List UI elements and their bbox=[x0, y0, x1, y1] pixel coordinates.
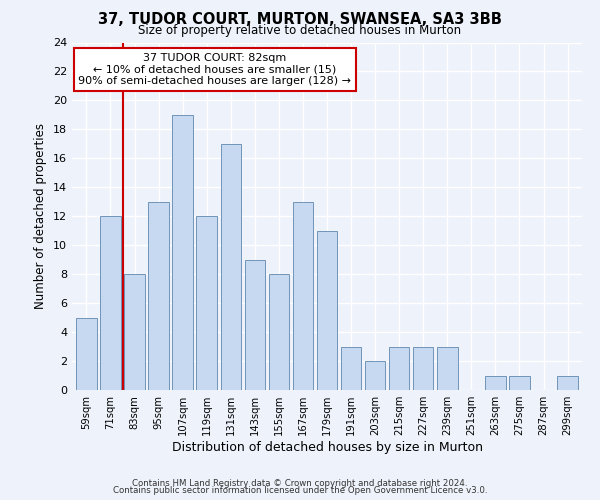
Text: Contains public sector information licensed under the Open Government Licence v3: Contains public sector information licen… bbox=[113, 486, 487, 495]
Bar bbox=[389, 346, 409, 390]
Text: Size of property relative to detached houses in Murton: Size of property relative to detached ho… bbox=[139, 24, 461, 37]
Bar bbox=[221, 144, 241, 390]
Y-axis label: Number of detached properties: Number of detached properties bbox=[34, 123, 47, 309]
Bar bbox=[293, 202, 313, 390]
Bar bbox=[317, 230, 337, 390]
Bar bbox=[245, 260, 265, 390]
Bar bbox=[485, 376, 506, 390]
Text: 37, TUDOR COURT, MURTON, SWANSEA, SA3 3BB: 37, TUDOR COURT, MURTON, SWANSEA, SA3 3B… bbox=[98, 12, 502, 28]
Bar bbox=[413, 346, 433, 390]
Bar bbox=[124, 274, 145, 390]
Text: Contains HM Land Registry data © Crown copyright and database right 2024.: Contains HM Land Registry data © Crown c… bbox=[132, 478, 468, 488]
Bar bbox=[557, 376, 578, 390]
Bar bbox=[172, 115, 193, 390]
Bar bbox=[437, 346, 458, 390]
Bar bbox=[269, 274, 289, 390]
Bar bbox=[341, 346, 361, 390]
Text: 37 TUDOR COURT: 82sqm
← 10% of detached houses are smaller (15)
90% of semi-deta: 37 TUDOR COURT: 82sqm ← 10% of detached … bbox=[79, 53, 352, 86]
Bar bbox=[365, 361, 385, 390]
X-axis label: Distribution of detached houses by size in Murton: Distribution of detached houses by size … bbox=[172, 441, 482, 454]
Bar bbox=[100, 216, 121, 390]
Bar bbox=[76, 318, 97, 390]
Bar bbox=[196, 216, 217, 390]
Bar bbox=[509, 376, 530, 390]
Bar bbox=[148, 202, 169, 390]
